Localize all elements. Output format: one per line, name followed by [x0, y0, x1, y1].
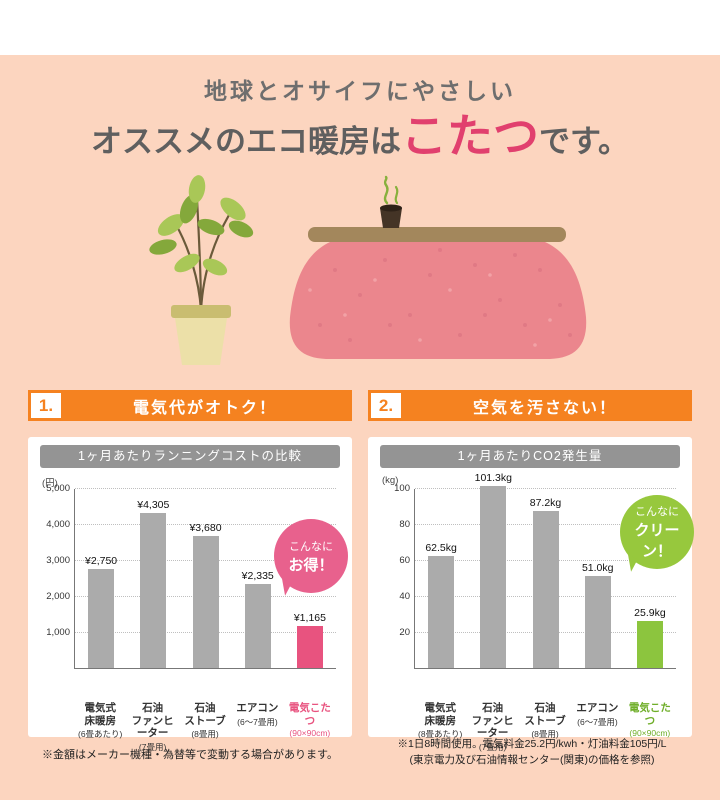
bar	[532, 511, 559, 668]
bar-value-label: 51.0kg	[581, 562, 614, 575]
axis-tick-label: 100	[394, 483, 410, 494]
kotatsu-blanket	[289, 242, 587, 359]
steam-icon	[383, 175, 399, 205]
axis-tick-label: 4,000	[46, 519, 70, 530]
section-1-header: 1. 電気代がオトク！	[28, 390, 352, 421]
badge-text-big: お得！	[288, 556, 334, 574]
cost-chart-unit: (円)	[42, 478, 58, 489]
cost-chart-title: 1ヶ月あたりランニングコストの比較	[40, 445, 340, 468]
bar-column: 51.0kg	[572, 562, 624, 668]
bar-value-label: 25.9kg	[634, 607, 666, 620]
bar	[428, 555, 455, 668]
bar-column: 87.2kg	[519, 497, 571, 668]
axis-tick-label: 60	[399, 555, 410, 566]
co2-chart-title: 1ヶ月あたりCO2発生量	[380, 445, 680, 468]
category-label: 電気こたつ (90×90cm)	[628, 702, 671, 739]
category-label: 電気式 床暖房 (8畳あたり)	[418, 702, 463, 740]
title-post: です。	[539, 124, 629, 159]
bar-value-label: 62.5kg	[425, 541, 457, 554]
bar-value-label: 101.3kg	[474, 471, 512, 484]
gridline	[75, 488, 336, 489]
co2-chart-plot: 100 80 60 40 20 62.5kg 101.3kg 87.2kg 51.0kg 25.9…	[394, 472, 676, 669]
title-highlight-kotatsu: こたつ	[401, 111, 540, 162]
badge-text-big: クリーン！	[634, 522, 680, 560]
cost-chart-panel: 1ヶ月あたりランニングコストの比較 (円) 5,000 4,000 3,000 2,0…	[28, 437, 352, 752]
axis-tick-label: 80	[399, 519, 410, 530]
category-label: 石油 ファンヒーター (7畳用)	[471, 702, 514, 752]
bar-column: 101.3kg	[467, 472, 519, 668]
bar-column: ¥4,305	[127, 499, 179, 668]
section-2-header: 2. 空気を汚さない！	[368, 390, 692, 421]
bar	[244, 583, 271, 668]
bar-value-label: ¥4,305	[137, 499, 170, 511]
bar	[88, 569, 115, 668]
title-subheading: 地球とオサイフにやさしい	[204, 78, 516, 104]
title-pre: オススメのエコ暖房は	[91, 124, 402, 159]
bar-value-label: ¥1,165	[293, 612, 326, 625]
badge-text-small: こんなに	[635, 506, 679, 518]
bar	[584, 576, 611, 668]
axis-tick-label: 5,000	[46, 483, 70, 494]
co2-chart-panel: 1ヶ月あたりCO2発生量 (kg) 100 80 60 40 20 62.5kg 101.3…	[368, 437, 694, 752]
kotatsu-plant-illustration	[149, 175, 587, 365]
bar-column: 62.5kg	[415, 541, 467, 668]
badge-text-small: こんなに	[289, 540, 333, 553]
bar-column: ¥2,335	[232, 570, 284, 668]
kotatsu-tabletop	[308, 227, 566, 242]
title-heading: オススメのエコ暖房はこたつです。	[0, 100, 720, 166]
category-label: 電気こたつ (90×90cm)	[288, 702, 331, 739]
bar	[192, 535, 219, 668]
clean-air-badge: こんなに クリーン！	[620, 495, 694, 572]
bar	[480, 485, 507, 668]
top-white-bar	[0, 0, 720, 55]
co2-chart-categories: 電気式 床暖房 (8畳あたり) 石油 ファンヒーター (7畳用) 石油 ストーブ (8畳用…	[414, 702, 676, 753]
axis-tick-label: 3,000	[46, 555, 70, 566]
axis-tick-label: 2,000	[46, 591, 70, 602]
section-2-number: 2.	[371, 393, 401, 418]
cost-savings-badge: こんなに お得！	[274, 519, 348, 596]
bar	[296, 626, 323, 668]
gridline	[75, 524, 336, 525]
bar-column: ¥1,165	[284, 612, 336, 668]
bar-column: ¥2,750	[75, 555, 127, 668]
section-1-number: 1.	[31, 393, 61, 418]
bar-column: 25.9kg	[624, 607, 676, 668]
category-label: エアコン (6〜7畳用)	[236, 702, 279, 727]
axis-tick-label: 1,000	[46, 627, 70, 638]
cost-chart-categories: 電気式 床暖房 (6畳あたり) 石油 ファンヒーター (7畳用) 石油 ストーブ (8畳用…	[74, 702, 336, 753]
category-label: 石油 ストーブ (8畳用)	[184, 702, 226, 740]
co2-footnote-line2: (東京電力及び石油情報センター(関東)の価格を参照)	[409, 754, 655, 767]
bar-value-label: ¥3,680	[189, 521, 222, 534]
category-label: 石油 ストーブ (8畳用)	[524, 702, 566, 740]
co2-footnote: ※1日8時間使用。電気料金25.2円/kwh・灯油料金105円/L (東京電力及…	[360, 736, 704, 769]
bar-value-label: ¥2,335	[241, 569, 274, 582]
cost-footnote: ※金額はメーカー機種・為替等で変動する場合があります。	[42, 749, 338, 761]
co2-chart-unit: (kg)	[382, 475, 399, 486]
teacup-icon	[380, 208, 402, 228]
category-label: 石油 ファンヒーター (7畳用)	[131, 702, 174, 752]
category-label: 電気式 床暖房 (6畳あたり)	[78, 702, 123, 740]
co2-footnote-line1: ※1日8時間使用。電気料金25.2円/kwh・灯油料金105円/L	[397, 738, 667, 750]
cost-chart-plot: 5,000 4,000 3,000 2,000 1,000 ¥2,750 ¥4,305 ¥3,…	[46, 483, 336, 669]
bar	[636, 621, 663, 668]
axis-tick-label: 40	[399, 591, 410, 602]
plant-icon	[149, 175, 254, 365]
category-label: エアコン (6〜7畳用)	[576, 702, 619, 727]
gridline	[415, 488, 676, 489]
kotatsu-icon	[289, 175, 587, 359]
bar-column: ¥3,680	[179, 521, 231, 668]
bar-value-label: ¥2,750	[85, 555, 118, 567]
axis-tick-label: 20	[399, 627, 410, 638]
bar-value-label: 87.2kg	[529, 497, 562, 509]
section-2-heading: 空気を汚さない！	[472, 399, 617, 417]
section-1-heading: 電気代がオトク！	[132, 399, 277, 417]
bar	[140, 513, 167, 668]
